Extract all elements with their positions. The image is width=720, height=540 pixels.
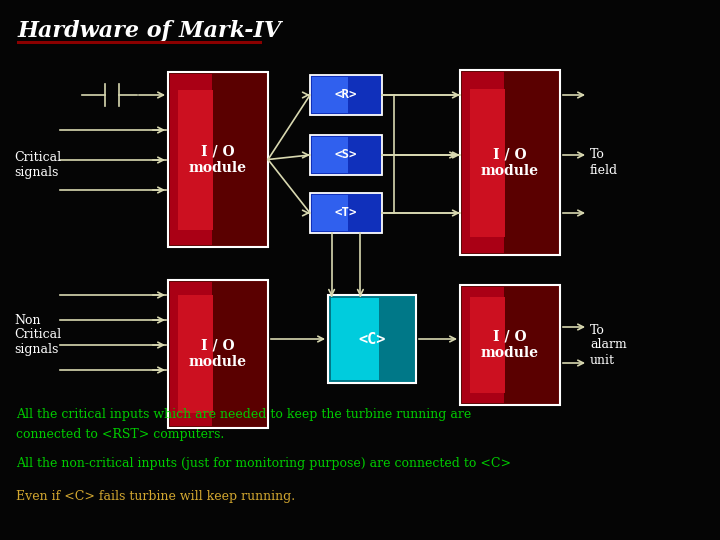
Text: <R>: <R> <box>335 89 357 102</box>
Text: <S>: <S> <box>335 148 357 161</box>
Bar <box>168 72 268 247</box>
Text: To
alarm
unit: To alarm unit <box>590 323 626 367</box>
Text: All the critical inputs which are needed to keep the turbine running are
connect: All the critical inputs which are needed… <box>16 408 472 441</box>
Text: Non
Critical
signals: Non Critical signals <box>14 314 61 356</box>
Text: <T>: <T> <box>335 206 357 219</box>
Bar <box>460 285 560 405</box>
Bar <box>470 89 505 237</box>
Bar <box>312 195 348 231</box>
Bar <box>312 137 348 173</box>
Bar <box>170 282 212 426</box>
Text: To
field: To field <box>590 148 618 177</box>
Bar <box>168 280 268 428</box>
Bar <box>460 70 560 255</box>
Bar <box>312 77 348 113</box>
Bar <box>310 135 382 175</box>
Bar <box>310 193 382 233</box>
Text: <C>: <C> <box>359 332 386 347</box>
Bar <box>310 75 382 115</box>
Bar <box>331 298 379 380</box>
Bar <box>178 90 213 230</box>
Bar <box>462 72 504 253</box>
Text: I / O
module: I / O module <box>189 144 247 174</box>
Bar <box>462 287 504 403</box>
Text: Even if <C> fails turbine will keep running.: Even if <C> fails turbine will keep runn… <box>16 490 295 503</box>
Text: I / O
module: I / O module <box>481 330 539 360</box>
Text: I / O
module: I / O module <box>189 339 247 369</box>
Bar <box>170 74 212 245</box>
Bar <box>328 295 416 383</box>
Text: Critical
signals: Critical signals <box>14 151 61 179</box>
Bar <box>178 295 213 413</box>
Text: Hardware of Mark-IV: Hardware of Mark-IV <box>18 20 282 42</box>
Bar <box>470 297 505 393</box>
Text: I / O
module: I / O module <box>481 147 539 178</box>
Text: All the non-critical inputs (just for monitoring purpose) are connected to <C>: All the non-critical inputs (just for mo… <box>16 457 511 470</box>
